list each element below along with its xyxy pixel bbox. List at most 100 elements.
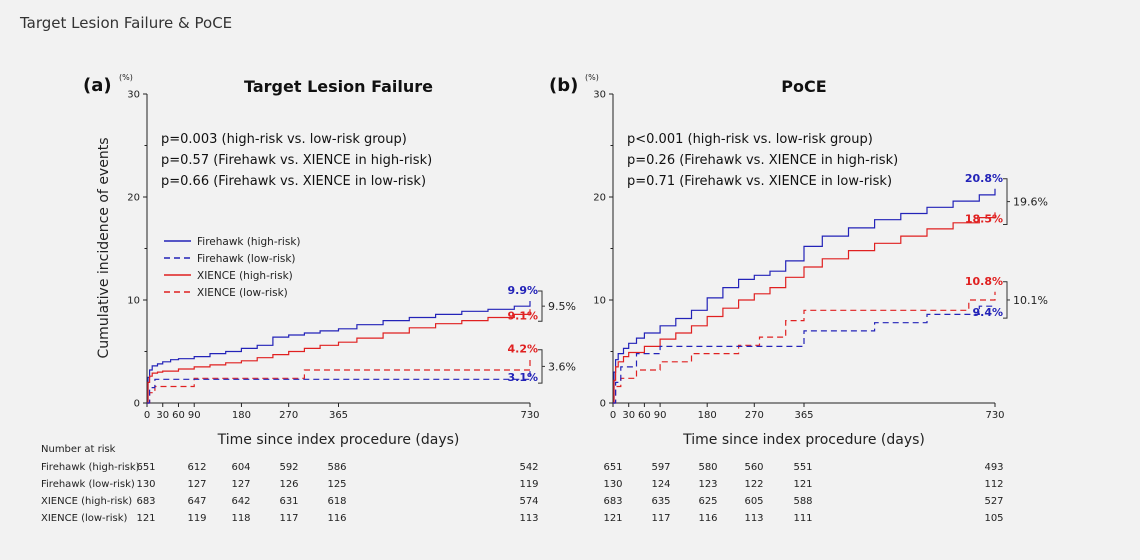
x-tick-label: 730 xyxy=(520,410,539,421)
risk-table-header: Number at risk xyxy=(41,444,116,455)
risk-row-label: XIENCE (low-risk) xyxy=(41,513,128,524)
risk-cell: 127 xyxy=(187,479,207,490)
y-tick-label: 0 xyxy=(134,399,140,410)
risk-cell: 124 xyxy=(651,479,671,490)
risk-cell: 117 xyxy=(279,513,299,524)
risk-cell: 122 xyxy=(744,479,764,490)
end-value-label: 9.4% xyxy=(972,306,1003,319)
y-tick-label: 20 xyxy=(127,193,140,204)
x-tick-label: 365 xyxy=(329,410,348,421)
risk-cell: 113 xyxy=(519,513,539,524)
y-tick-label: 10 xyxy=(127,296,140,307)
risk-cell: 597 xyxy=(651,462,671,473)
x-tick-label: 60 xyxy=(638,410,651,421)
risk-cell: 551 xyxy=(793,462,813,473)
risk-row-label: Firehawk (high-risk) xyxy=(41,462,140,473)
risk-cell: 113 xyxy=(744,513,764,524)
risk-cell: 647 xyxy=(187,496,207,507)
y-tick-label: 0 xyxy=(600,399,606,410)
legend-label: Firehawk (low-risk) xyxy=(197,253,296,265)
risk-cell: 651 xyxy=(136,462,156,473)
series-line xyxy=(147,309,531,404)
x-tick-label: 90 xyxy=(654,410,667,421)
x-tick-label: 0 xyxy=(610,410,616,421)
x-tick-label: 180 xyxy=(698,410,717,421)
risk-cell: 130 xyxy=(603,479,623,490)
risk-cell: 112 xyxy=(984,479,1004,490)
x-tick-label: 0 xyxy=(144,410,150,421)
end-value-label: 3.1% xyxy=(507,371,538,384)
y-tick-label: 10 xyxy=(593,296,606,307)
risk-cell: 625 xyxy=(698,496,718,507)
bracket-label: 9.5% xyxy=(548,300,576,313)
risk-cell: 130 xyxy=(136,479,156,490)
end-value-label: 4.2% xyxy=(507,343,538,356)
risk-cell: 125 xyxy=(327,479,347,490)
end-value-label: 18.5% xyxy=(965,212,1003,225)
x-tick-label: 30 xyxy=(156,410,169,421)
risk-cell: 592 xyxy=(279,462,299,473)
bracket-label: 10.1% xyxy=(1013,294,1048,307)
y-tick-label: 20 xyxy=(593,193,606,204)
bracket-label: 19.6% xyxy=(1013,196,1048,209)
risk-cell: 588 xyxy=(793,496,813,507)
risk-cell: 126 xyxy=(279,479,299,490)
series-line xyxy=(147,301,531,404)
panel-title: Target Lesion Failure xyxy=(244,77,433,96)
y-tick-label: 30 xyxy=(593,90,606,101)
risk-cell: 121 xyxy=(793,479,813,490)
legend-label: XIENCE (low-risk) xyxy=(197,287,288,299)
risk-cell: 651 xyxy=(603,462,623,473)
legend-label: XIENCE (high-risk) xyxy=(197,270,293,282)
risk-cell: 127 xyxy=(231,479,251,490)
panel-title: PoCE xyxy=(781,77,826,96)
y-unit-label: (%) xyxy=(119,73,133,82)
risk-cell: 618 xyxy=(327,496,347,507)
risk-cell: 111 xyxy=(793,513,813,524)
risk-cell: 121 xyxy=(603,513,623,524)
end-value-label: 9.1% xyxy=(507,309,538,322)
x-tick-label: 365 xyxy=(794,410,813,421)
risk-cell: 612 xyxy=(187,462,207,473)
p-value-text: p=0.26 (Firehawk vs. XIENCE in high-risk… xyxy=(627,153,898,168)
risk-cell: 119 xyxy=(519,479,539,490)
risk-cell: 493 xyxy=(984,462,1004,473)
risk-cell: 119 xyxy=(187,513,207,524)
risk-cell: 118 xyxy=(231,513,251,524)
x-tick-label: 60 xyxy=(172,410,185,421)
x-tick-label: 90 xyxy=(188,410,201,421)
x-tick-label: 270 xyxy=(279,410,298,421)
p-value-text: p=0.66 (Firehawk vs. XIENCE in low-risk) xyxy=(161,174,426,189)
bracket-label: 3.6% xyxy=(548,360,576,373)
p-value-text: p<0.001 (high-risk vs. low-risk group) xyxy=(627,132,873,147)
risk-cell: 121 xyxy=(136,513,156,524)
legend-label: Firehawk (high-risk) xyxy=(197,236,301,248)
series-line xyxy=(613,212,996,404)
end-value-label: 9.9% xyxy=(507,284,538,297)
x-tick-label: 270 xyxy=(745,410,764,421)
risk-cell: 560 xyxy=(744,462,764,473)
risk-cell: 116 xyxy=(698,513,718,524)
page-title: Target Lesion Failure & PoCE xyxy=(20,14,233,32)
risk-cell: 123 xyxy=(698,479,718,490)
risk-cell: 580 xyxy=(698,462,718,473)
series-line xyxy=(147,371,531,404)
risk-cell: 105 xyxy=(984,513,1004,524)
risk-cell: 527 xyxy=(984,496,1004,507)
risk-cell: 683 xyxy=(603,496,623,507)
risk-cell: 574 xyxy=(519,496,539,507)
series-line xyxy=(613,305,995,404)
end-value-label: 20.8% xyxy=(965,172,1003,185)
risk-cell: 683 xyxy=(136,496,156,507)
risk-cell: 586 xyxy=(327,462,347,473)
risk-cell: 605 xyxy=(744,496,764,507)
x-axis-label: Time since index procedure (days) xyxy=(682,432,925,448)
x-tick-label: 30 xyxy=(622,410,635,421)
series-line xyxy=(147,359,531,404)
risk-cell: 642 xyxy=(231,496,251,507)
panel-letter: (a) xyxy=(83,75,112,96)
